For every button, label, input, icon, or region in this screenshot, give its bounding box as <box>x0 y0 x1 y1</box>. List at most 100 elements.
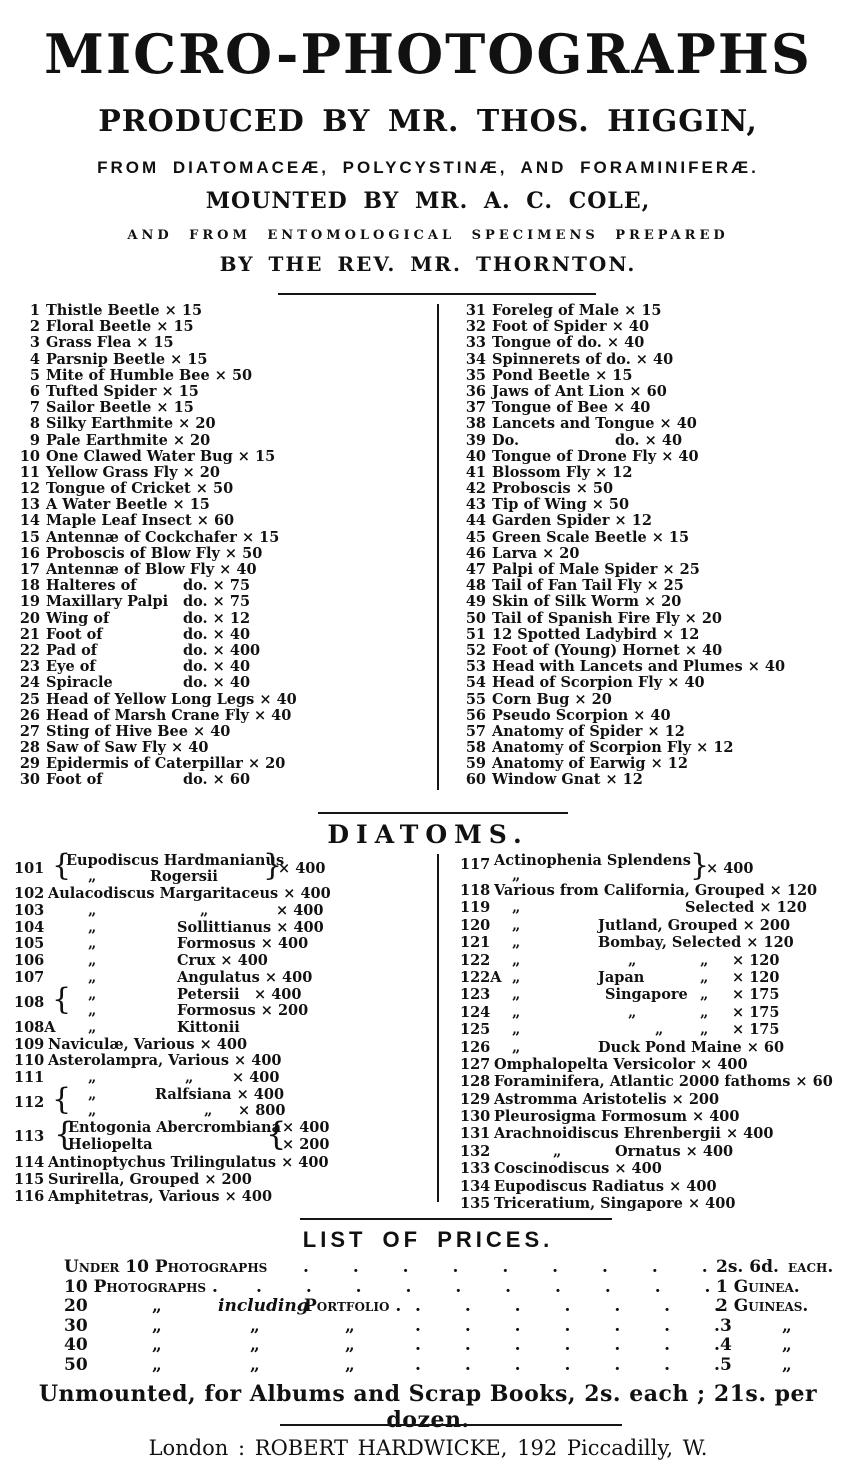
item-number: 125 <box>460 1021 491 1039</box>
item-text: Astromma Aristotelis × 200 <box>494 1090 720 1108</box>
list-item: 49 Skin of Silk Worm × 20 <box>460 593 856 610</box>
list-item: 1 Thistle Beetle × 15 <box>14 302 436 319</box>
item-text: Jaws of Ant Lion × 60 <box>492 382 667 400</box>
item-text: „ <box>628 951 637 969</box>
item-number: 122 <box>460 951 491 969</box>
item-text: { <box>52 981 72 1017</box>
item-text: 3 <box>720 1315 732 1336</box>
item-number: 105 <box>14 935 45 953</box>
item-text: „ <box>88 868 97 885</box>
item-text: „ <box>700 951 709 969</box>
list-item: 30 „ „ „ . . . . . . . 3 „ <box>60 1316 856 1336</box>
list-item: 54 Head of Scorpion Fly × 40 <box>460 674 856 691</box>
list-item: 33 Tongue of do. × 40 <box>460 334 856 352</box>
list-item: 112{„ Ralfsiana × 400 „ „ × 800 <box>14 1084 436 1119</box>
item-text: „ <box>88 1101 97 1119</box>
item-text: Pale Earthmite × 20 <box>46 431 211 449</box>
list-item: 36 Jaws of Ant Lion × 60 <box>460 382 856 400</box>
list-item: 31 Foreleg of Male × 15 <box>460 302 856 319</box>
item-number: 22 <box>19 641 40 659</box>
item-text: Larva × 20 <box>492 544 580 562</box>
item-text: × 400 <box>278 860 326 877</box>
item-text: Rogersii <box>150 868 218 885</box>
publisher-line: London : ROBERT HARDWICKE, 192 Piccadill… <box>148 1436 708 1460</box>
list-item: 11 Yellow Grass Fly × 20 <box>14 463 436 481</box>
item-text: × 400 <box>282 1118 330 1136</box>
item-text: Yellow Grass Fly × 20 <box>46 463 220 481</box>
item-text: Foot of <box>46 625 103 643</box>
item-text: „ <box>250 1354 260 1375</box>
list-item: 15 Antennæ of Cockchafer × 15 <box>14 529 436 546</box>
item-text: Window Gnat × 12 <box>492 771 643 789</box>
item-number: 24 <box>19 674 40 692</box>
list-item: 104 „ Sollittianus × 400 <box>14 919 436 936</box>
list-item: 50 Tail of Spanish Fire Fly × 20 <box>460 610 856 627</box>
diatom-list-right: 117 Actinophenia Splendens „} × 400 118 Vario… <box>460 851 856 1213</box>
item-number: 37 <box>465 399 486 417</box>
list-item: 109 Naviculæ, Various × 400 <box>14 1036 436 1053</box>
item-text: Japan <box>598 968 645 986</box>
item-number: 102 <box>14 885 45 902</box>
item-number: 108A <box>14 1018 56 1036</box>
list-item: 106 „ Crux × 400 <box>14 952 436 969</box>
item-text: „ <box>553 1142 562 1160</box>
item-text: . . . . . . . <box>415 1335 720 1355</box>
item-text: 40 <box>64 1335 88 1355</box>
item-text: „ <box>185 1069 194 1087</box>
item-text: Tongue of do. × 40 <box>492 334 645 352</box>
list-item: 110 Asterolampra, Various × 400 <box>14 1052 436 1069</box>
item-number: 31 <box>465 302 486 319</box>
item-number: 51 <box>465 625 486 643</box>
list-item: 4 Parsnip Beetle × 15 <box>14 351 436 368</box>
item-text: „ <box>250 1335 260 1355</box>
item-text: × 800 <box>238 1101 286 1119</box>
list-item: 32 Foot of Spider × 40 <box>460 318 856 335</box>
list-item: Under 10 Photographs . . . . . . . . . 2s.… <box>60 1257 856 1277</box>
item-text: „ <box>628 1003 637 1021</box>
item-number: 57 <box>465 722 486 740</box>
list-item: 59 Anatomy of Earwig × 12 <box>460 755 856 772</box>
list-item: 115 Surirella, Grouped × 200 <box>14 1171 436 1188</box>
item-number: 118 <box>460 882 491 899</box>
item-text: „ <box>512 867 521 884</box>
list-item: 122 „ „ „ × 120 <box>460 952 856 969</box>
list-item: 105 „ Formosus × 400 <box>14 935 436 952</box>
item-text: 30 <box>64 1315 88 1336</box>
item-number: 104 <box>14 918 45 936</box>
item-number: 38 <box>465 415 486 433</box>
item-number: 33 <box>465 334 486 352</box>
list-item: 20 Wing of do. × 12 <box>14 609 436 627</box>
item-number: 101 <box>14 860 45 877</box>
item-text: „ <box>512 899 521 917</box>
list-item: 9 Pale Earthmite × 20 <box>14 431 436 449</box>
item-text: including <box>218 1296 309 1316</box>
item-text: do. × 75 <box>183 577 251 595</box>
list-item: 20 „ including Portfolio . . . . . . . .2 Gu… <box>60 1296 856 1316</box>
list-item: 122A „ Japan „ × 120 <box>460 969 856 986</box>
list-item: 120 „ Jutland, Grouped × 200 <box>460 917 856 934</box>
item-number: 60 <box>465 771 486 789</box>
item-text: Spinnerets of do. × 40 <box>492 350 674 368</box>
item-text: × 175 <box>732 986 780 1004</box>
item-text: do. × 12 <box>183 609 251 627</box>
item-text: × 120 <box>732 968 780 986</box>
item-text: Selected × 120 <box>685 899 807 917</box>
item-text: 20 <box>64 1296 88 1316</box>
item-number: 124 <box>460 1003 491 1021</box>
list-item: 46 Larva × 20 <box>460 544 856 562</box>
item-text: 2 Guineas. <box>716 1296 809 1316</box>
item-text: Singapore <box>605 986 688 1004</box>
item-text: Head of Yellow Long Legs × 40 <box>46 690 297 708</box>
list-item: 24 Spiracle do. × 40 <box>14 674 436 692</box>
list-item: 21 Foot of do. × 40 <box>14 625 436 643</box>
item-text: × 400 <box>232 1069 280 1087</box>
item-number: 3 <box>29 334 40 352</box>
item-text: Mite of Humble Bee × 50 <box>46 366 253 384</box>
item-number: 1 <box>29 302 40 319</box>
list-item: 3 Grass Flea × 15 <box>14 334 436 352</box>
item-number: 2 <box>29 318 40 336</box>
list-item: 132 „ Ornatus × 400 <box>460 1143 856 1160</box>
item-text: Saw of Saw Fly × 40 <box>46 739 209 757</box>
item-text: „ <box>782 1315 792 1336</box>
item-text: do. × 75 <box>183 593 251 611</box>
